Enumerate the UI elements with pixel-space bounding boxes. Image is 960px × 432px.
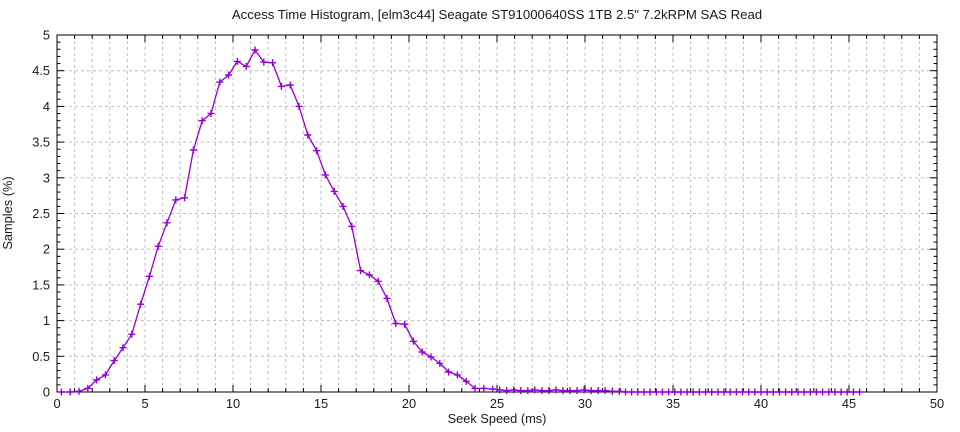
data-series [57, 46, 864, 396]
x-tick-label: 40 [754, 396, 768, 411]
y-tick-label: 4.5 [32, 63, 50, 78]
x-tick-label: 5 [141, 396, 148, 411]
x-tick-label: 0 [53, 396, 60, 411]
y-tick-label: 3 [43, 170, 50, 185]
x-tick-label: 20 [402, 396, 416, 411]
y-tick-label: 2.5 [32, 206, 50, 221]
tick-labels: 0 5 10 15 20 25 30 35 40 45 50 0 0.5 1 1.5 2 2.5 3 3.5 4 4.5… [32, 28, 944, 412]
x-tick-label: 25 [490, 396, 504, 411]
x-tick-label: 45 [842, 396, 856, 411]
y-tick-label: 5 [43, 28, 50, 43]
y-tick-label: 1.5 [32, 277, 50, 292]
axes-and-ticks [56, 34, 938, 393]
gridlines [57, 35, 937, 392]
x-tick-label: 30 [578, 396, 592, 411]
x-tick-label: 10 [226, 396, 240, 411]
x-tick-label: 35 [666, 396, 680, 411]
series-markers [57, 46, 864, 396]
y-tick-label: 2 [43, 242, 50, 257]
series-line [61, 49, 860, 393]
y-tick-label: 0.5 [32, 349, 50, 364]
x-tick-label: 15 [314, 396, 328, 411]
y-tick-label: 0 [43, 385, 50, 400]
x-tick-label: 50 [930, 396, 944, 411]
y-tick-label: 1 [43, 313, 50, 328]
y-axis-label: Samples (%) [0, 176, 15, 249]
x-axis-label: Seek Speed (ms) [448, 411, 547, 426]
y-tick-label: 3.5 [32, 135, 50, 150]
chart-title: Access Time Histogram, [elm3c44] Seagate… [232, 7, 762, 22]
y-tick-label: 4 [43, 99, 50, 114]
